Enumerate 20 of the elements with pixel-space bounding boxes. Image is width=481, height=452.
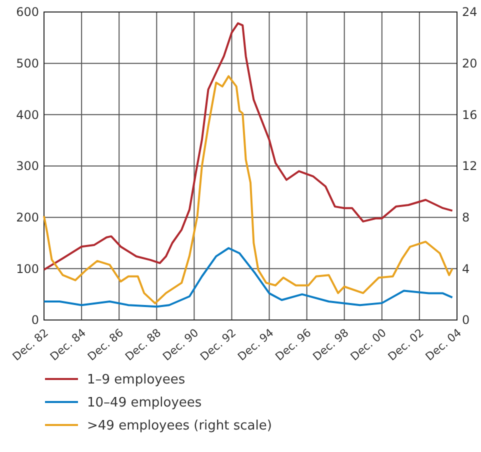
legend-label: 10–49 employees bbox=[87, 396, 202, 411]
y2-tick-label: 12 bbox=[462, 159, 478, 174]
y-tick-label: 300 bbox=[16, 159, 39, 174]
line-series bbox=[43, 247, 454, 308]
y2-tick-label: 24 bbox=[462, 5, 478, 20]
legend-label: >49 employees (right scale) bbox=[87, 418, 272, 434]
y2-tick-label: 16 bbox=[462, 108, 478, 122]
y-tick-label: 100 bbox=[16, 262, 39, 276]
y-tick-label: 500 bbox=[16, 56, 39, 71]
legend-label: 1–9 employees bbox=[87, 372, 186, 388]
y-tick-label: 600 bbox=[16, 5, 39, 20]
line-series bbox=[43, 22, 454, 271]
y-tick-label: 200 bbox=[16, 210, 39, 225]
y2-tick-label: 8 bbox=[462, 210, 470, 225]
y2-tick-label: 0 bbox=[462, 313, 470, 328]
y2-tick-label: 20 bbox=[462, 56, 478, 71]
y2-tick-label: 4 bbox=[462, 262, 470, 276]
y-tick-label: 400 bbox=[16, 108, 39, 122]
line-series bbox=[43, 75, 454, 304]
y-tick-label: 0 bbox=[31, 313, 39, 328]
